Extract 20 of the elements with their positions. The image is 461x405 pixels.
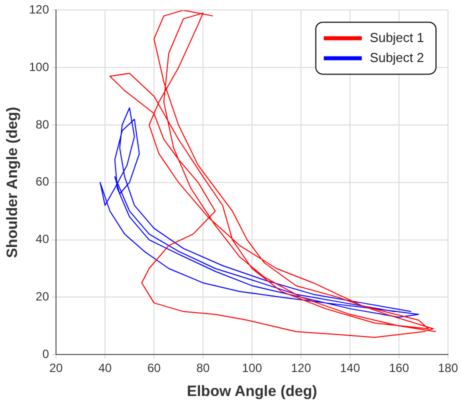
y-tick-label: 0 [42,346,50,361]
x-axis-title: Elbow Angle (deg) [186,383,318,400]
x-tick-label: 80 [196,361,210,376]
x-tick-label: 180 [438,361,458,376]
x-tick-label: 100 [242,361,262,376]
x-tick-label: 20 [49,361,64,376]
y-tick-label: 100 [28,60,50,74]
x-tick-label: 140 [340,361,360,376]
y-tick-label: 20 [36,290,50,304]
y-tick-label: 40 [36,232,50,246]
y-tick-label: 80 [36,117,50,132]
x-tick-label: 40 [98,361,112,376]
legend-label: Subject 2 [370,50,424,65]
x-tick-label: 60 [147,361,162,376]
x-tick-label: 160 [388,361,410,376]
y-tick-label: 60 [36,174,50,189]
y-axis-title: Shoulder Angle (deg) [4,106,22,258]
legend-label: Subject 1 [370,30,424,45]
x-tick-label: 120 [290,361,312,376]
y-tick-label: 120 [28,2,50,17]
